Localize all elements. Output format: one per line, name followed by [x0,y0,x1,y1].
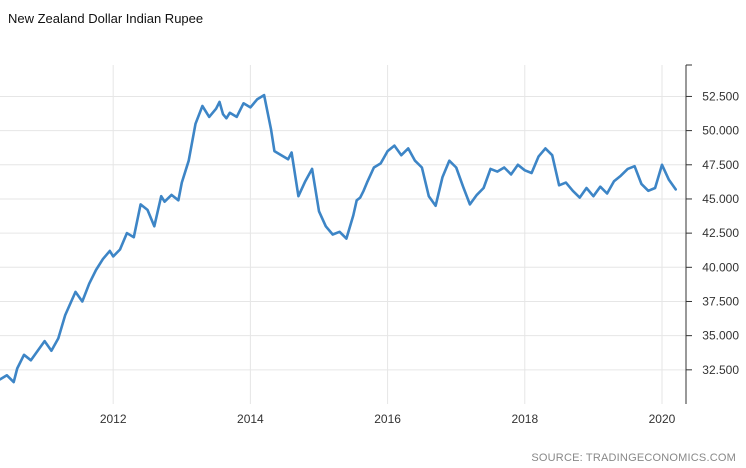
x-axis: 2012 2014 2016 2018 2020 [100,412,676,426]
y-tick-label: 47.500 [702,158,739,172]
y-tick-label: 45.000 [702,192,739,206]
y-axis [685,64,692,404]
y-tick-label: 42.500 [702,226,739,240]
x-tick-label: 2018 [511,412,538,426]
y-tick-label: 52.500 [702,89,739,103]
series-line [0,93,677,384]
x-tick-label: 2012 [100,412,127,426]
x-tick-label: 2016 [374,412,401,426]
y-tick-label: 32.500 [702,363,739,377]
x-tick-label: 2020 [649,412,676,426]
chart-title: New Zealand Dollar Indian Rupee [8,11,204,26]
series-group [0,93,677,384]
y-tick-label: 50.000 [702,124,739,138]
y-axis-labels: 32.500 35.000 37.500 40.000 42.500 45.000 47.5… [702,89,739,376]
x-tick-label: 2014 [237,412,264,426]
grid-lines [0,65,686,404]
y-tick-label: 35.000 [702,329,739,343]
y-tick-label: 40.000 [702,260,739,274]
y-tick-label: 37.500 [702,294,739,308]
source-label: SOURCE: TRADINGECONOMICS.COM [531,452,736,464]
